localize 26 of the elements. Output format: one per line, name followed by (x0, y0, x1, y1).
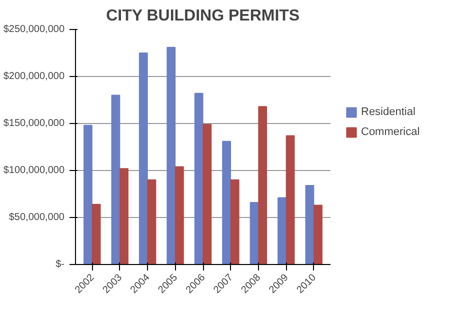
bar (230, 179, 240, 264)
bar (278, 197, 286, 264)
bar (314, 204, 322, 264)
legend-label: Commerical (361, 126, 420, 138)
bar (166, 46, 176, 264)
bar (120, 168, 128, 264)
y-tick-label: $50,000,000 (8, 212, 65, 223)
y-tick-label: $250,000,000 (3, 24, 65, 35)
bar (305, 185, 314, 264)
bar (92, 204, 101, 264)
bar (84, 124, 92, 264)
legend-label: Residential (361, 106, 416, 118)
bar (194, 92, 204, 264)
chart-title: CITY BUILDING PERMITS (106, 8, 300, 24)
bar (138, 52, 148, 264)
bar (258, 106, 268, 264)
bar (222, 140, 232, 264)
y-tick-label: $150,000,000 (3, 118, 65, 129)
bar (202, 124, 212, 264)
y-tick-label: $200,000,000 (3, 71, 65, 82)
bar (286, 135, 295, 264)
y-tick-label: $- (56, 259, 65, 270)
bar (147, 179, 156, 264)
bar (174, 166, 184, 264)
bar (111, 94, 120, 264)
y-tick-label: $100,000,000 (3, 165, 65, 176)
